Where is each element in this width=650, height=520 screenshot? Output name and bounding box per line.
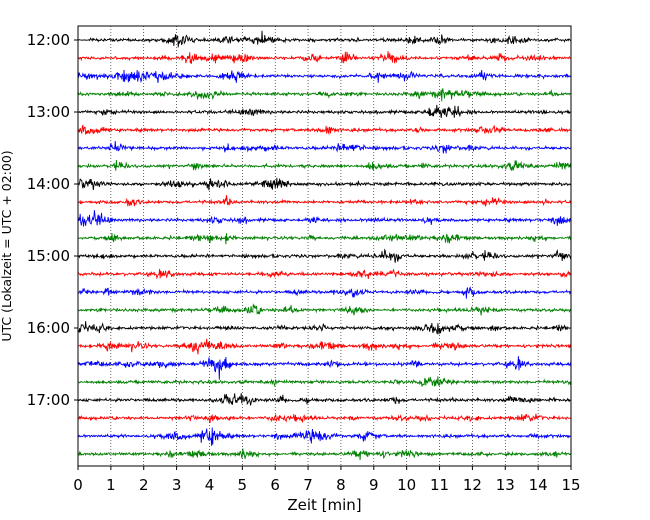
trace-1330 <box>77 140 572 154</box>
traces <box>77 30 572 461</box>
x-axis-label: Zeit [min] <box>287 496 361 514</box>
y-axis: 12:00 13:00 14:00 15:00 16:00 17:00 <box>27 31 78 409</box>
trace-1615 <box>77 338 572 355</box>
trace-1645 <box>77 376 572 388</box>
trace-1500 <box>77 248 572 263</box>
x-tick-label-0: 0 <box>73 476 83 494</box>
x-tick-label-7: 7 <box>303 476 313 494</box>
trace-1415 <box>77 195 572 208</box>
trace-1215 <box>77 51 572 64</box>
y-tick-label-4: 16:00 <box>27 319 70 337</box>
trace-1430 <box>77 210 572 227</box>
plot-frame <box>77 25 572 467</box>
x-tick-label-3: 3 <box>172 476 182 494</box>
x-tick-label-1: 1 <box>106 476 116 494</box>
x-tick-label-9: 9 <box>369 476 379 494</box>
x-tick-label-6: 6 <box>270 476 280 494</box>
x-tick-label-15: 15 <box>561 476 580 494</box>
trace-1230 <box>77 69 572 84</box>
trace-1745 <box>77 448 572 461</box>
trace-1715 <box>77 413 572 424</box>
trace-1515 <box>77 268 572 280</box>
x-tick-label-5: 5 <box>238 476 248 494</box>
trace-1630 <box>77 356 572 380</box>
y-tick-label-0: 12:00 <box>27 31 70 49</box>
grid-lines <box>110 26 539 466</box>
trace-1200 <box>77 30 572 48</box>
y-tick-label-1: 13:00 <box>27 103 70 121</box>
x-tick-label-11: 11 <box>430 476 449 494</box>
x-tick-label-12: 12 <box>463 476 482 494</box>
trace-1400 <box>77 177 572 191</box>
trace-1315 <box>77 124 572 136</box>
y-tick-label-2: 14:00 <box>27 175 70 193</box>
y-tick-label-3: 15:00 <box>27 247 70 265</box>
y-tick-label-5: 17:00 <box>27 391 70 409</box>
y-axis-label: UTC (Lokalzeit = UTC + 02:00) <box>0 150 14 341</box>
trace-1345 <box>77 160 572 171</box>
trace-1730 <box>77 427 572 446</box>
x-tick-label-14: 14 <box>529 476 548 494</box>
trace-1600 <box>77 321 572 335</box>
trace-1530 <box>77 286 572 299</box>
trace-1700 <box>77 393 572 406</box>
trace-1445 <box>77 233 572 245</box>
x-tick-label-8: 8 <box>336 476 346 494</box>
x-tick-label-2: 2 <box>139 476 149 494</box>
trace-1545 <box>77 303 572 316</box>
x-axis: 0 1 2 3 4 5 6 7 8 9 10 11 12 13 14 15 <box>73 466 581 494</box>
x-tick-label-10: 10 <box>397 476 416 494</box>
x-tick-label-13: 13 <box>496 476 515 494</box>
x-tick-label-4: 4 <box>205 476 215 494</box>
trace-1245 <box>77 88 572 102</box>
trace-1300 <box>77 104 572 118</box>
